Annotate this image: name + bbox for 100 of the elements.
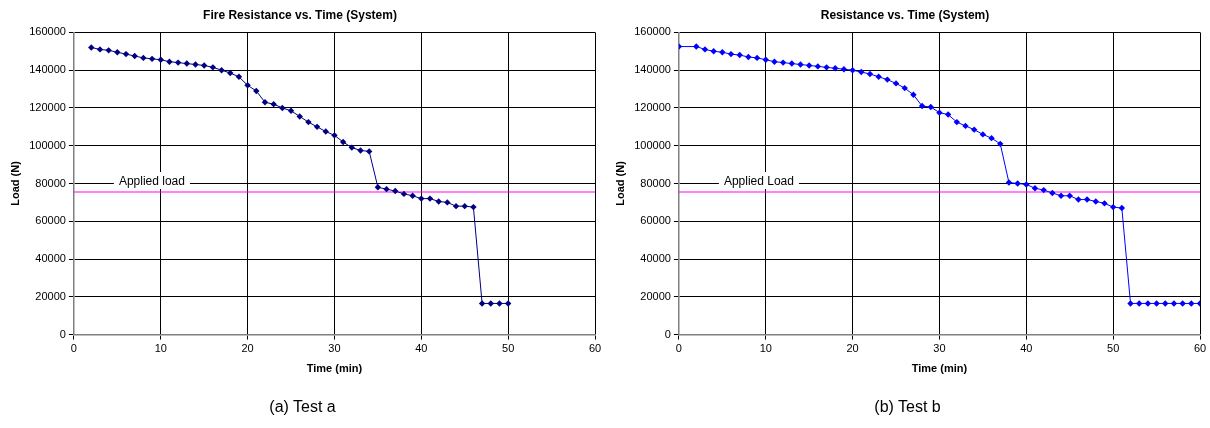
point — [1118, 204, 1126, 212]
x-axis-title: Time (min) — [911, 362, 968, 375]
point — [970, 126, 978, 133]
point — [1040, 186, 1047, 194]
x-tick-label: 30 — [328, 342, 341, 355]
point — [305, 118, 312, 126]
x-tick-label: 50 — [1107, 342, 1120, 355]
point — [875, 73, 882, 80]
y-tick-label: 0 — [664, 327, 671, 340]
point — [979, 131, 987, 138]
point — [96, 46, 104, 53]
point — [840, 66, 848, 73]
point — [357, 147, 364, 154]
y-tick-label: 140000 — [29, 63, 66, 76]
point — [131, 52, 138, 60]
point — [1075, 196, 1082, 203]
y-axis-title: Load (N) — [8, 160, 21, 206]
point — [1049, 189, 1056, 197]
point — [1066, 192, 1073, 199]
y-tick-label: 100000 — [29, 138, 66, 151]
point — [374, 184, 382, 191]
point — [719, 49, 726, 56]
x-axis-title: Time (min) — [306, 362, 363, 375]
point — [418, 195, 425, 202]
point — [88, 44, 95, 51]
x-tick-label: 30 — [933, 342, 946, 355]
text: (a) Test a — [269, 398, 336, 415]
point — [849, 66, 856, 74]
point — [279, 104, 286, 112]
x-tick-label: 10 — [759, 342, 772, 355]
point — [339, 138, 347, 146]
point — [771, 58, 778, 65]
y-tick-label: 20000 — [640, 289, 671, 302]
point — [114, 49, 121, 56]
point — [365, 148, 373, 155]
point — [1179, 300, 1186, 307]
point — [192, 61, 199, 68]
point — [997, 140, 1004, 148]
point — [322, 128, 329, 135]
point — [814, 63, 822, 70]
point — [478, 300, 486, 307]
point — [296, 113, 303, 120]
point — [1014, 180, 1021, 187]
x-tick-label: 20 — [846, 342, 859, 355]
point — [435, 198, 442, 205]
point — [331, 132, 338, 139]
point — [701, 46, 709, 53]
y-tick-label: 120000 — [634, 100, 671, 113]
point — [745, 53, 752, 61]
point — [988, 134, 995, 142]
point — [426, 195, 434, 202]
point — [762, 56, 769, 63]
point — [1162, 300, 1169, 307]
x-tick-label: 40 — [1020, 342, 1033, 355]
point — [753, 54, 761, 62]
ref-line-label: Applied load — [118, 174, 185, 188]
x-tick-label: 0 — [675, 342, 682, 355]
point — [452, 202, 460, 210]
point — [710, 48, 717, 55]
point — [1031, 185, 1039, 192]
point — [183, 60, 191, 67]
point — [348, 144, 356, 151]
point — [823, 64, 830, 71]
point — [227, 69, 234, 77]
point — [105, 47, 112, 54]
point — [936, 109, 943, 116]
point — [1170, 300, 1178, 307]
point — [261, 99, 269, 106]
point — [1005, 179, 1013, 186]
point — [736, 51, 743, 59]
point — [797, 61, 804, 68]
x-tick-label: 50 — [502, 342, 515, 355]
y-tick-label: 40000 — [640, 252, 671, 265]
point — [727, 50, 735, 58]
point — [174, 59, 182, 66]
y-tick-label: 160000 — [634, 25, 671, 38]
point — [1092, 198, 1099, 205]
point — [805, 62, 813, 69]
x-tick-label: 40 — [415, 342, 428, 355]
point — [392, 187, 399, 195]
x-tick-label: 10 — [154, 342, 167, 355]
y-axis-title: Load (N) — [613, 160, 626, 206]
point — [253, 87, 260, 95]
y-tick-label: 20000 — [35, 289, 66, 302]
point — [1101, 200, 1108, 207]
point — [1136, 300, 1143, 307]
y-tick-label: 140000 — [634, 63, 671, 76]
point — [496, 300, 503, 307]
point — [953, 118, 961, 126]
chart-title: Fire Resistance vs. Time (System) — [203, 7, 397, 22]
point — [858, 68, 865, 76]
point — [313, 123, 321, 131]
point — [884, 76, 891, 83]
y-tick-label: 40000 — [35, 252, 66, 265]
point — [918, 102, 926, 110]
point — [678, 43, 683, 50]
point — [140, 54, 147, 62]
point — [470, 203, 477, 211]
point — [944, 111, 952, 118]
point — [461, 202, 468, 210]
